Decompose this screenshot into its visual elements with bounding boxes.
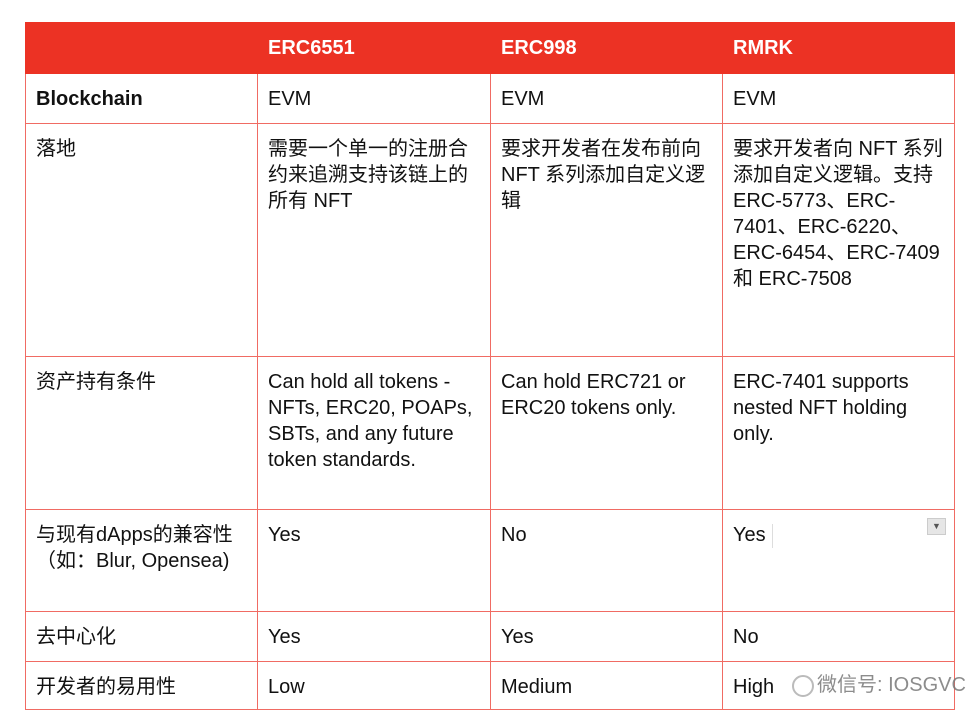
watermark: 微信号: IOSGVC: [792, 672, 966, 698]
cell: Can hold all tokens - NFTs, ERC20, POAPs…: [257, 356, 491, 510]
table-row: 资产持有条件 Can hold all tokens - NFTs, ERC20…: [25, 356, 955, 510]
header-erc998: ERC998: [490, 22, 723, 74]
cell: ERC-7401 supports nested NFT holding onl…: [722, 356, 955, 510]
table-row: 落地 需要一个单一的注册合约来追溯支持该链上的所有 NFT 要求开发者在发布前向…: [25, 123, 955, 357]
table-row: 开发者的易用性 Low Medium High: [25, 661, 955, 710]
header-erc6551: ERC6551: [257, 22, 491, 74]
row-label: 去中心化: [25, 611, 258, 662]
cell: Low: [257, 661, 491, 710]
header-rmrk: RMRK: [722, 22, 955, 74]
cell: No: [722, 611, 955, 662]
cell: Can hold ERC721 or ERC20 tokens only.: [490, 356, 723, 510]
cell: 要求开发者在发布前向 NFT 系列添加自定义逻辑: [490, 123, 723, 357]
row-label: 与现有dApps的兼容性（如：Blur, Opensea): [25, 509, 258, 612]
cell: High: [722, 661, 955, 710]
comparison-table: ERC6551 ERC998 RMRK Blockchain EVM EVM E…: [25, 22, 955, 710]
watermark-text: 微信号: IOSGVC: [817, 674, 966, 696]
table-row: Blockchain EVM EVM EVM: [25, 73, 955, 124]
cell[interactable]: Yes ▼: [722, 509, 955, 612]
cell: EVM: [257, 73, 491, 124]
table-row: 去中心化 Yes Yes No: [25, 611, 955, 662]
wechat-icon: [792, 674, 814, 697]
dropdown-arrow-icon[interactable]: ▼: [927, 518, 946, 535]
table-row: 与现有dApps的兼容性（如：Blur, Opensea) Yes No Yes…: [25, 509, 955, 612]
header-row: ERC6551 ERC998 RMRK: [25, 22, 955, 74]
row-label: 落地: [25, 123, 258, 357]
cell: No: [490, 509, 723, 612]
cell: Yes: [490, 611, 723, 662]
cell: 需要一个单一的注册合约来追溯支持该链上的所有 NFT: [257, 123, 491, 357]
row-label: 开发者的易用性: [25, 661, 258, 710]
cell: Medium: [490, 661, 723, 710]
cell: EVM: [490, 73, 723, 124]
header-empty: [25, 22, 258, 74]
row-label: Blockchain: [25, 73, 258, 124]
cell-text: Yes: [733, 524, 766, 546]
row-label: 资产持有条件: [25, 356, 258, 510]
cell: Yes: [257, 509, 491, 612]
cell: Yes: [257, 611, 491, 662]
text-cursor: [771, 523, 773, 548]
cell: EVM: [722, 73, 955, 124]
cell: 要求开发者向 NFT 系列 添加自定义逻辑。支持ERC-5773、ERC-740…: [722, 123, 955, 357]
